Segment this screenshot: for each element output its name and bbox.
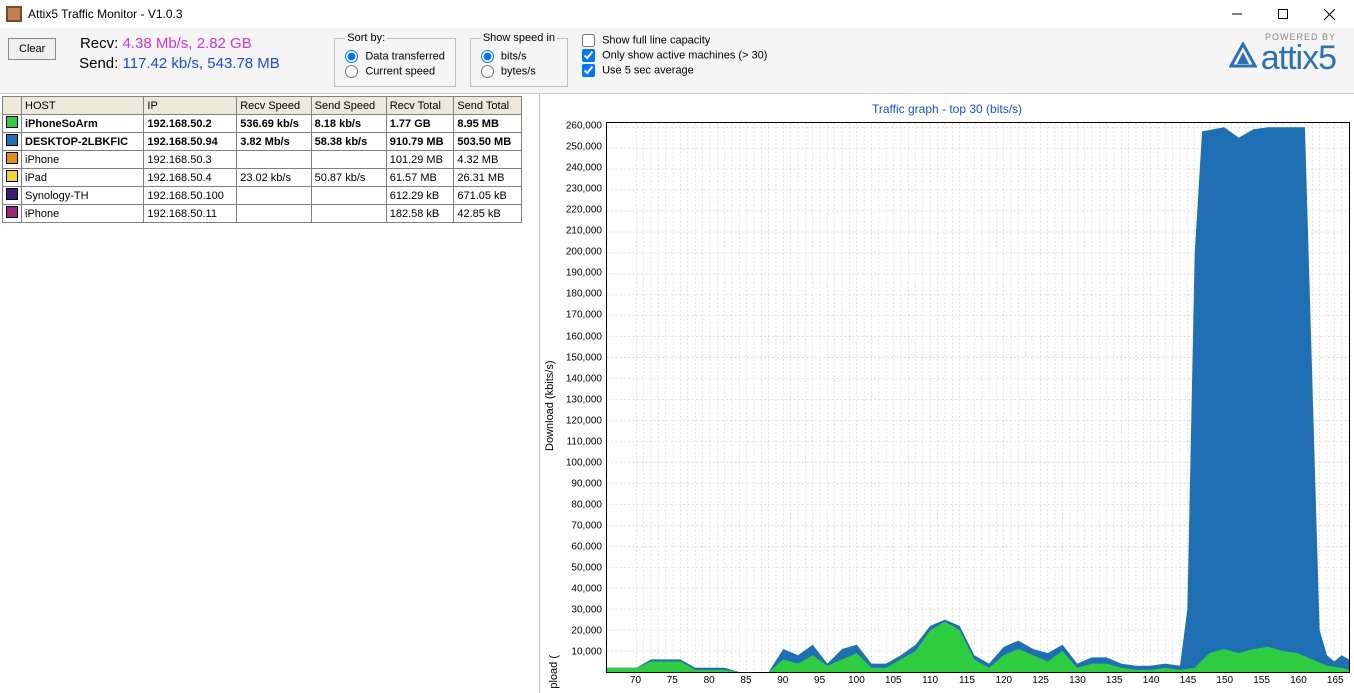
only-active-checkbox[interactable] (582, 49, 595, 62)
only-active-option[interactable]: Only show active machines (> 30) (582, 49, 767, 62)
chart-plot-area[interactable] (606, 122, 1350, 673)
logo-mark-icon (1229, 42, 1257, 75)
y-axis-ticks: 10,00020,00030,00040,00050,00060,00070,0… (558, 122, 606, 673)
table-header[interactable]: Send Total (454, 97, 522, 115)
window-minimize-button[interactable] (1214, 0, 1260, 28)
send-total: 543.78 MB (207, 55, 280, 72)
window-titlebar: Attix5 Traffic Monitor - V1.0.3 (0, 0, 1354, 28)
table-row[interactable]: DESKTOP-2LBKFIC192.168.50.943.82 Mb/s58.… (3, 133, 522, 151)
table-header[interactable]: Recv Speed (237, 97, 311, 115)
y-axis-label: Download (kbits/s) (544, 122, 556, 689)
window-maximize-button[interactable] (1260, 0, 1306, 28)
window-close-button[interactable] (1306, 0, 1352, 28)
table-header[interactable] (3, 97, 22, 115)
sortby-panel: Sort by: Data transferred Current speed (334, 32, 456, 87)
app-icon (6, 6, 22, 22)
window-title: Attix5 Traffic Monitor - V1.0.3 (28, 7, 1214, 21)
speedin-bits-option[interactable]: bits/s (481, 50, 557, 63)
table-header[interactable]: Recv Total (386, 97, 454, 115)
speedin-panel: Show speed in bits/s bytes/s (470, 32, 568, 87)
brand-logo: POWERED BY attix5 (1229, 32, 1346, 75)
recv-total: 2.82 GB (197, 35, 252, 52)
avg5-option[interactable]: Use 5 sec average (582, 64, 767, 77)
avg5-checkbox[interactable] (582, 64, 595, 77)
sortby-data-option[interactable]: Data transferred (345, 50, 445, 63)
host-table: HOSTIPRecv SpeedSend SpeedRecv TotalSend… (2, 96, 522, 223)
chart-title: Traffic graph - top 30 (bits/s) (544, 102, 1350, 116)
show-full-capacity-option[interactable]: Show full line capacity (582, 34, 767, 47)
clear-button[interactable]: Clear (8, 38, 56, 60)
checkbox-group: Show full line capacity Only show active… (582, 32, 767, 79)
brand-name: attix5 (1261, 43, 1336, 74)
send-label: Send: (70, 54, 118, 74)
table-row[interactable]: iPhoneSoArm192.168.50.2536.69 kb/s8.18 k… (3, 115, 522, 133)
table-row[interactable]: iPhone192.168.50.11182.58 kB42.85 kB (3, 205, 522, 223)
speedin-bytes-radio[interactable] (481, 65, 494, 78)
send-rate: 117.42 kb/s, (122, 55, 203, 72)
recv-label: Recv: (70, 34, 118, 54)
sortby-legend: Sort by: (345, 32, 387, 44)
table-row[interactable]: iPad192.168.50.423.02 kb/s50.87 kb/s61.5… (3, 169, 522, 187)
table-row[interactable]: Synology-TH192.168.50.100612.29 kB671.05… (3, 187, 522, 205)
top-toolbar: Clear Recv: 4.38 Mb/s, 2.82 GB Send: 117… (0, 28, 1354, 94)
host-table-panel: HOSTIPRecv SpeedSend SpeedRecv TotalSend… (0, 94, 540, 693)
sortby-speed-option[interactable]: Current speed (345, 65, 445, 78)
chart-panel: Traffic graph - top 30 (bits/s) Download… (540, 94, 1354, 693)
speedin-bytes-option[interactable]: bytes/s (481, 65, 557, 78)
show-full-capacity-checkbox[interactable] (582, 34, 595, 47)
table-header[interactable]: HOST (22, 97, 144, 115)
sortby-data-radio[interactable] (345, 50, 358, 63)
table-row[interactable]: iPhone192.168.50.3101.29 MB4.32 MB (3, 151, 522, 169)
stats-block: Recv: 4.38 Mb/s, 2.82 GB Send: 117.42 kb… (70, 32, 320, 73)
sortby-speed-radio[interactable] (345, 65, 358, 78)
speedin-legend: Show speed in (481, 32, 557, 44)
table-header[interactable]: Send Speed (311, 97, 386, 115)
table-header[interactable]: IP (144, 97, 237, 115)
speedin-bits-radio[interactable] (481, 50, 494, 63)
x-axis-ticks: 7075808590951001051101151201251301351401… (606, 673, 1350, 689)
y-axis-label-secondary: pload ( (548, 655, 560, 689)
recv-rate: 4.38 Mb/s, (122, 35, 192, 52)
